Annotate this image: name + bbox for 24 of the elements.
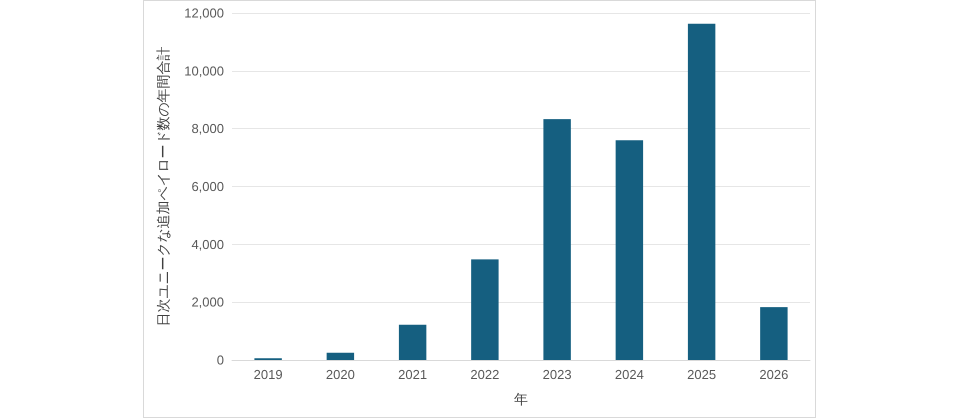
x-tick-label: 2024 xyxy=(614,367,644,382)
y-tick-label: 8,000 xyxy=(191,121,224,136)
y-axis-title: 日次ユニークな追加ペイロード数の年間合計 xyxy=(155,46,171,326)
x-tick-label: 2020 xyxy=(326,367,355,382)
x-tick-label: 2021 xyxy=(398,367,428,382)
bar xyxy=(471,259,499,360)
bar xyxy=(326,352,354,360)
y-tick-label: 12,000 xyxy=(184,6,224,20)
y-tick-label: 10,000 xyxy=(184,63,224,78)
x-tick-label: 2023 xyxy=(542,367,572,382)
bar xyxy=(688,24,716,360)
y-tick-label: 0 xyxy=(216,352,224,368)
bar xyxy=(760,307,788,360)
y-tick-label: 2,000 xyxy=(191,294,224,310)
x-tick-label: 2022 xyxy=(470,367,500,382)
bar xyxy=(616,140,644,360)
bar xyxy=(543,119,571,360)
x-tick-label: 2026 xyxy=(759,367,788,382)
y-tick-label: 4,000 xyxy=(191,236,224,252)
bar xyxy=(398,324,426,360)
x-axis-title: 年 xyxy=(514,391,528,407)
x-tick-label: 2019 xyxy=(254,367,283,382)
y-tick-label: 6,000 xyxy=(191,179,224,194)
x-tick-label: 2025 xyxy=(687,367,716,382)
